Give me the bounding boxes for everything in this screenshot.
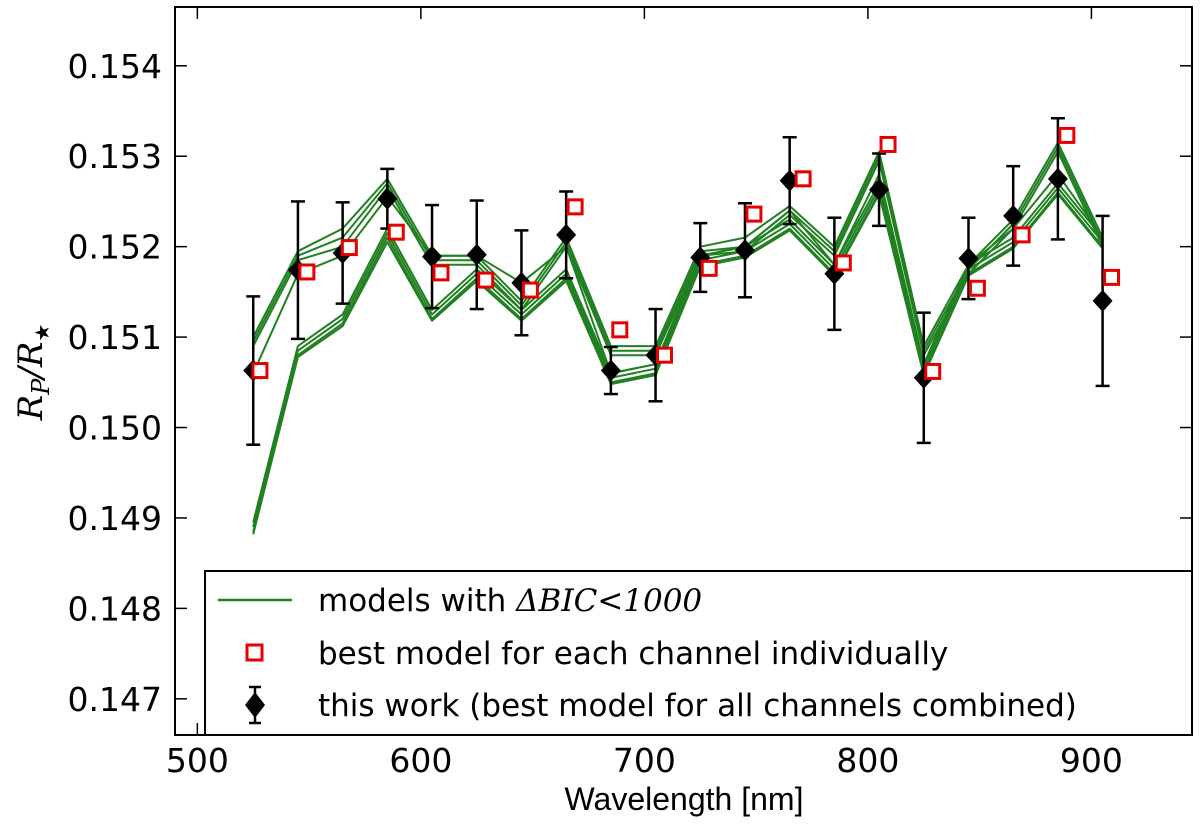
this-work-point-3 bbox=[377, 187, 398, 210]
plot-area bbox=[243, 116, 1121, 535]
legend-best-individual-label: best model for each channel individually bbox=[318, 636, 948, 672]
best-individual-point-12 bbox=[794, 170, 812, 188]
y-tick-label-0.148: 0.148 bbox=[68, 589, 162, 628]
this-work-point-8 bbox=[600, 359, 621, 382]
x-tick-label-600: 600 bbox=[389, 741, 452, 780]
x-axis-title: Wavelength [nm] bbox=[565, 781, 804, 817]
best-individual-point-9 bbox=[656, 346, 674, 364]
best-individual-point-19 bbox=[1103, 268, 1121, 286]
x-tick-label-800: 800 bbox=[836, 741, 899, 780]
x-tick-label-900: 900 bbox=[1060, 741, 1123, 780]
model-line-model-8 bbox=[252, 193, 1104, 535]
best-individual-point-16 bbox=[968, 279, 986, 297]
best-individual-point-8 bbox=[611, 321, 629, 339]
y-tick-label-0.150: 0.150 bbox=[68, 409, 162, 448]
best-individual-point-18 bbox=[1058, 126, 1076, 144]
x-tick-label-500: 500 bbox=[166, 741, 229, 780]
this-work-point-16 bbox=[958, 247, 979, 270]
legend-diamond-marker-icon bbox=[245, 692, 265, 718]
legend-this-work-label: this work (best model for all channels c… bbox=[318, 688, 1077, 724]
best-individual-point-4 bbox=[432, 264, 450, 282]
best-individual-point-14 bbox=[879, 135, 897, 153]
best-individual-point-7 bbox=[566, 198, 584, 216]
best-individual-point-3 bbox=[387, 223, 405, 241]
this-work-point-5 bbox=[466, 243, 487, 266]
best-individual-point-15 bbox=[924, 362, 942, 380]
y-tick-label-0.153: 0.153 bbox=[68, 137, 162, 176]
best-individual-point-13 bbox=[834, 254, 852, 272]
model-line-model-1 bbox=[252, 141, 1104, 348]
best-individual-point-6 bbox=[521, 281, 539, 299]
best-individual-point-5 bbox=[477, 271, 495, 289]
best-individual-point-11 bbox=[745, 205, 763, 223]
legend-square-marker-icon bbox=[245, 643, 264, 662]
this-work-point-7 bbox=[556, 223, 577, 246]
y-tick-label-0.151: 0.151 bbox=[68, 318, 162, 357]
x-tick-label-700: 700 bbox=[613, 741, 676, 780]
y-axis-title-text: RP/R★ bbox=[11, 324, 55, 422]
legend-models-label: models with ΔBIC<1000 bbox=[318, 583, 702, 619]
axis-ticks: 500 600 700 800 900 0.147 0.148 0.149 0.150 0.151… bbox=[68, 7, 1192, 780]
this-work-point-4 bbox=[422, 245, 443, 268]
this-work-point-14 bbox=[869, 178, 890, 201]
y-tick-label-0.147: 0.147 bbox=[68, 680, 162, 719]
legend-box bbox=[204, 570, 1193, 736]
legend: models with ΔBIC<1000 best model for eac… bbox=[204, 570, 1193, 736]
this-work-point-11 bbox=[734, 239, 755, 262]
model-line-model-6 bbox=[252, 186, 1104, 528]
this-work-point-17 bbox=[1003, 204, 1024, 227]
y-tick-label-0.154: 0.154 bbox=[68, 47, 162, 86]
model-line-model-5 bbox=[252, 182, 1104, 523]
best-individual-point-0 bbox=[251, 362, 269, 380]
best-individual-point-1 bbox=[298, 263, 316, 281]
this-work-point-18 bbox=[1047, 167, 1068, 190]
y-tick-label-0.152: 0.152 bbox=[68, 228, 162, 267]
this-work-point-19 bbox=[1092, 289, 1113, 312]
y-axis-title: RP/R★ bbox=[11, 324, 55, 422]
best-individual-point-17 bbox=[1013, 226, 1031, 244]
best-individual-points bbox=[251, 126, 1121, 380]
best-individual-point-2 bbox=[340, 239, 358, 257]
best-individual-point-10 bbox=[700, 259, 718, 277]
y-tick-label-0.149: 0.149 bbox=[68, 499, 162, 538]
